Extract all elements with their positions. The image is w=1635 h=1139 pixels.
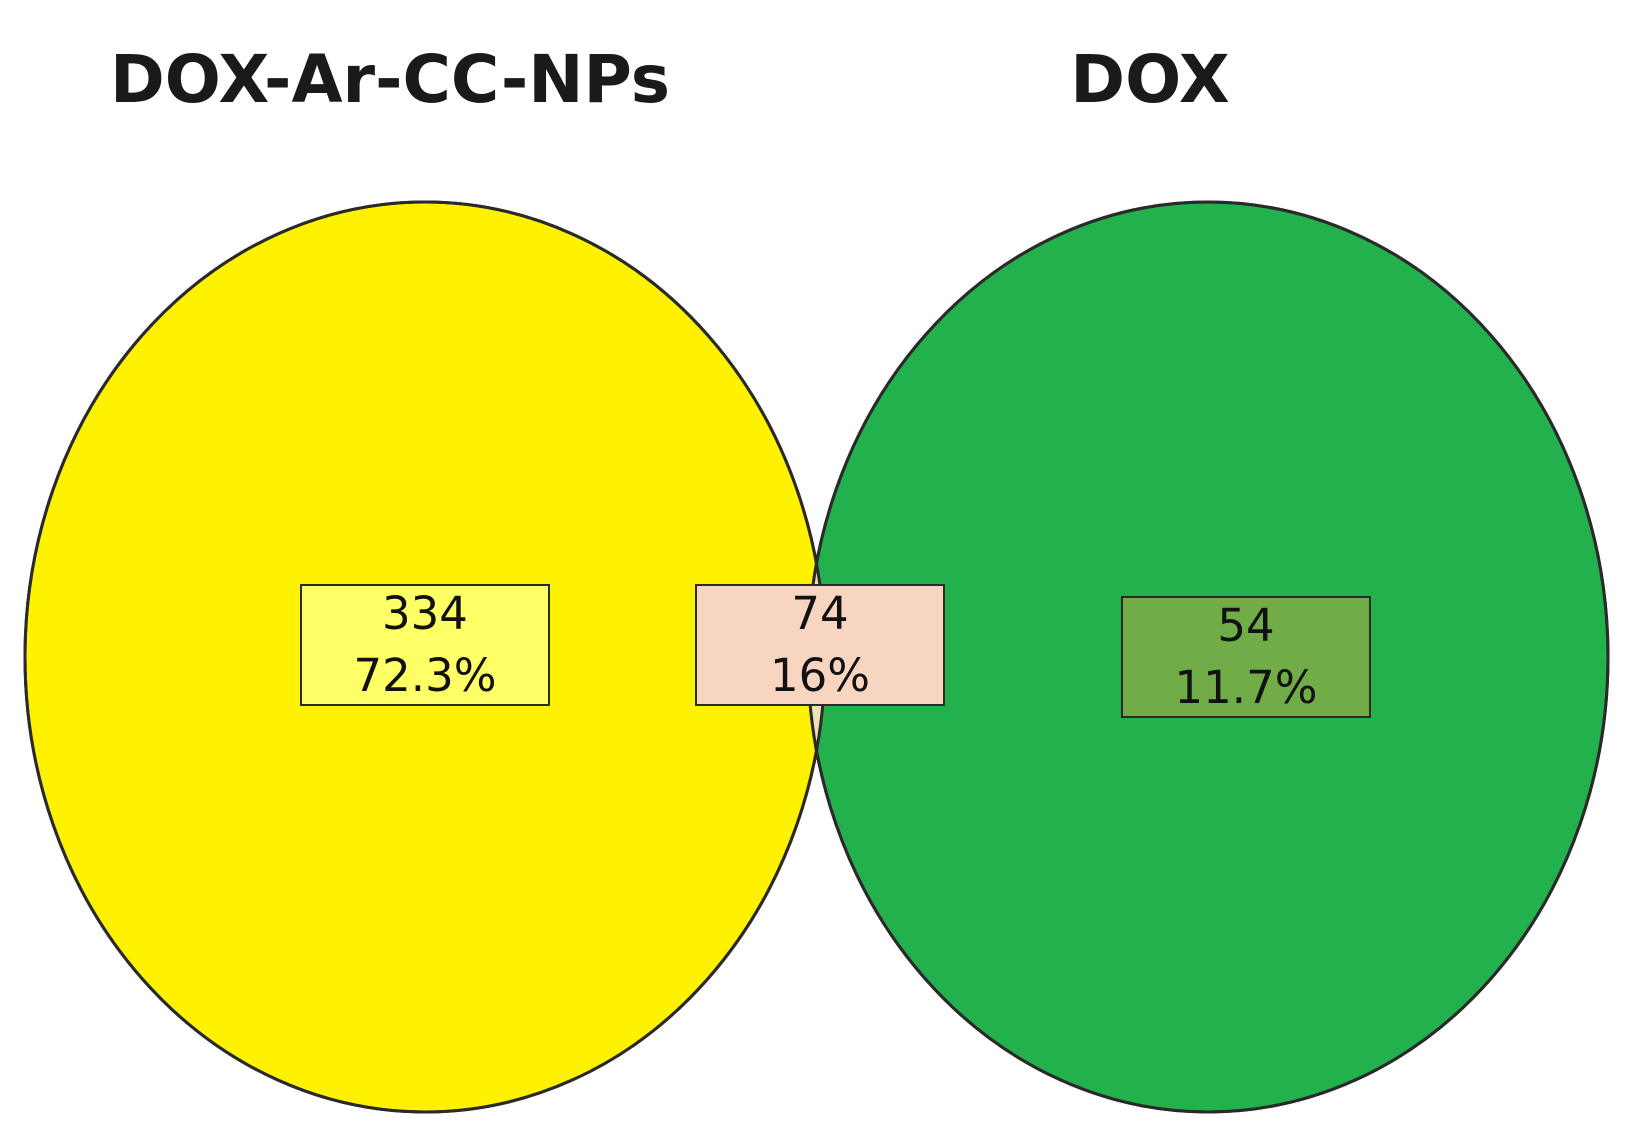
region-count: 54 [1217, 599, 1275, 652]
region-count: 334 [382, 587, 468, 640]
region-percent: 16% [769, 649, 871, 702]
region-label-left-only: 334 72.3% [300, 584, 550, 706]
region-count: 74 [791, 587, 849, 640]
set-title-dox: DOX [1070, 41, 1230, 118]
region-percent: 72.3% [353, 649, 497, 702]
region-label-intersection: 74 16% [695, 584, 945, 706]
region-label-right-only: 54 11.7% [1121, 596, 1371, 718]
set-title-dox-ar-cc-nps: DOX-Ar-CC-NPs [110, 41, 670, 118]
region-percent: 11.7% [1174, 661, 1318, 714]
